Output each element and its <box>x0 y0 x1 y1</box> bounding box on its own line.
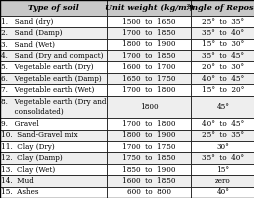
Text: 35°  to  40°: 35° to 40° <box>201 154 243 162</box>
Text: 8.   Vegetable earth (Dry and
      consolidated): 8. Vegetable earth (Dry and consolidated… <box>1 98 106 116</box>
Text: 1700  to  1800: 1700 to 1800 <box>122 120 175 128</box>
Text: 1600  to  1850: 1600 to 1850 <box>122 177 175 185</box>
Bar <box>107 164 190 175</box>
Bar <box>107 0 190 16</box>
Bar <box>0 164 107 175</box>
Bar <box>0 175 107 187</box>
Text: Type of soil: Type of soil <box>28 4 79 12</box>
Bar <box>107 73 190 84</box>
Bar <box>190 152 254 164</box>
Text: 2.   Sand (Damp): 2. Sand (Damp) <box>1 29 62 37</box>
Text: 1600  to  1700: 1600 to 1700 <box>122 63 175 71</box>
Text: 25°  to  35°: 25° to 35° <box>201 18 243 26</box>
Text: zero: zero <box>214 177 230 185</box>
Bar <box>107 187 190 198</box>
Text: 4.   Sand (Dry and compact): 4. Sand (Dry and compact) <box>1 52 103 60</box>
Bar <box>107 84 190 96</box>
Bar <box>0 39 107 50</box>
Bar <box>190 175 254 187</box>
Bar <box>190 27 254 39</box>
Bar <box>107 175 190 187</box>
Bar <box>0 187 107 198</box>
Bar <box>107 141 190 152</box>
Bar <box>0 118 107 130</box>
Bar <box>107 50 190 61</box>
Text: 15°  to  30°: 15° to 30° <box>201 40 243 48</box>
Text: Unit weight (kg/m²): Unit weight (kg/m²) <box>104 4 193 12</box>
Text: 15°: 15° <box>216 166 229 174</box>
Bar <box>0 73 107 84</box>
Text: 9.   Gravel: 9. Gravel <box>1 120 39 128</box>
Text: 600  to  800: 600 to 800 <box>127 188 170 196</box>
Text: 5.   Vegetable earth (Dry): 5. Vegetable earth (Dry) <box>1 63 93 71</box>
Bar <box>190 61 254 73</box>
Bar <box>0 141 107 152</box>
Text: 13.  Clay (Wet): 13. Clay (Wet) <box>1 166 55 174</box>
Bar <box>107 61 190 73</box>
Bar <box>107 39 190 50</box>
Text: 1700  to  1850: 1700 to 1850 <box>122 52 175 60</box>
Bar <box>107 130 190 141</box>
Text: 20°  to  30°: 20° to 30° <box>201 63 243 71</box>
Bar <box>107 16 190 27</box>
Text: 15.  Ashes: 15. Ashes <box>1 188 39 196</box>
Bar <box>190 130 254 141</box>
Text: 11.  Clay (Dry): 11. Clay (Dry) <box>1 143 55 151</box>
Text: 10.  Sand-Gravel mix: 10. Sand-Gravel mix <box>1 131 78 139</box>
Text: 1800  to  1900: 1800 to 1900 <box>122 131 175 139</box>
Bar <box>107 152 190 164</box>
Text: 40°  to  45°: 40° to 45° <box>201 120 243 128</box>
Bar <box>190 164 254 175</box>
Bar <box>0 27 107 39</box>
Bar <box>0 50 107 61</box>
Bar <box>0 61 107 73</box>
Text: 1750  to  1850: 1750 to 1850 <box>122 154 175 162</box>
Text: 30°: 30° <box>216 143 229 151</box>
Bar <box>0 130 107 141</box>
Bar <box>190 96 254 118</box>
Text: 40°: 40° <box>216 188 229 196</box>
Text: 1700  to  1850: 1700 to 1850 <box>122 29 175 37</box>
Bar <box>0 96 107 118</box>
Text: 45°: 45° <box>216 103 229 111</box>
Text: 1650  to  1750: 1650 to 1750 <box>122 74 175 83</box>
Text: 6.   Vegetable earth (Damp): 6. Vegetable earth (Damp) <box>1 74 102 83</box>
Text: Angle of Repose: Angle of Repose <box>186 4 254 12</box>
Bar <box>0 16 107 27</box>
Bar <box>190 84 254 96</box>
Bar <box>0 0 107 16</box>
Text: 25°  to  35°: 25° to 35° <box>201 131 243 139</box>
Bar <box>0 84 107 96</box>
Bar <box>190 187 254 198</box>
Bar <box>190 16 254 27</box>
Text: 15°  to  20°: 15° to 20° <box>201 86 243 94</box>
Text: 12.  Clay (Damp): 12. Clay (Damp) <box>1 154 63 162</box>
Text: 14.  Mud: 14. Mud <box>1 177 34 185</box>
Bar <box>0 152 107 164</box>
Text: 3.   Sand (Wet): 3. Sand (Wet) <box>1 40 55 48</box>
Text: 1.   Sand (dry): 1. Sand (dry) <box>1 18 53 26</box>
Text: 1800  to  1900: 1800 to 1900 <box>122 40 175 48</box>
Text: 40°  to  45°: 40° to 45° <box>201 74 243 83</box>
Text: 35°  to  45°: 35° to 45° <box>201 52 243 60</box>
Text: 1700  to  1800: 1700 to 1800 <box>122 86 175 94</box>
Text: 1850  to  1900: 1850 to 1900 <box>122 166 175 174</box>
Bar <box>190 39 254 50</box>
Bar <box>107 118 190 130</box>
Text: 7.   Vegetable earth (Wet): 7. Vegetable earth (Wet) <box>1 86 94 94</box>
Bar <box>190 50 254 61</box>
Bar <box>107 96 190 118</box>
Text: 35°  to  40°: 35° to 40° <box>201 29 243 37</box>
Text: 1700  to  1750: 1700 to 1750 <box>122 143 175 151</box>
Text: 1500  to  1650: 1500 to 1650 <box>122 18 175 26</box>
Text: 1800: 1800 <box>139 103 158 111</box>
Bar <box>190 118 254 130</box>
Bar <box>107 27 190 39</box>
Bar <box>190 73 254 84</box>
Bar <box>190 0 254 16</box>
Bar <box>190 141 254 152</box>
